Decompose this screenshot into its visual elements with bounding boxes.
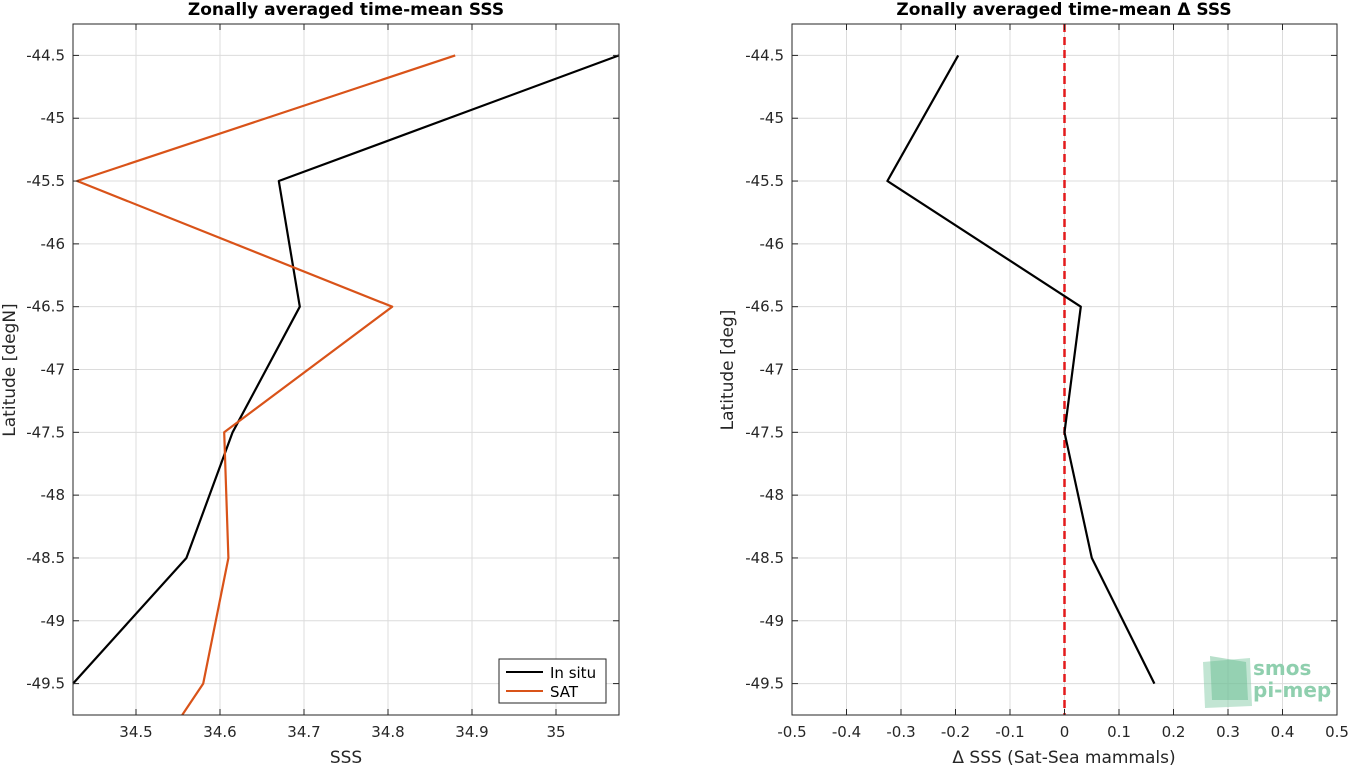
left-series-in-situ [72, 54, 620, 685]
right-ytick-label: -46.5 [745, 298, 784, 316]
logo-line2: pi-mep [1253, 678, 1331, 702]
right-lines [886, 24, 1156, 715]
left-axes: 34.5 34.6 34.7 34.8 34.9 35 -44.5 -45 -45.5 -46 -4… [0, 0, 620, 765]
left-xlabel: SSS [330, 748, 362, 765]
right-xtick-label: 0 [1060, 723, 1070, 741]
right-axes: -0.5 -0.4 -0.3 -0.2 -0.1 0 0.1 0.2 0.3 0.4 0.5 -44.… [718, 0, 1349, 765]
legend-label-sat: SAT [550, 683, 579, 701]
left-xtick-label: 34.5 [119, 723, 152, 741]
left-ytick-label: -44.5 [26, 46, 65, 64]
left-xtick-label: 34.9 [455, 723, 488, 741]
right-ytick-label: -45 [760, 109, 785, 127]
right-ytick-label: -48 [760, 486, 785, 504]
right-ticks: -0.5 -0.4 -0.3 -0.2 -0.1 0 0.1 0.2 0.3 0.4 0.5 -44.… [745, 24, 1349, 741]
left-ylabel: Latitude [degN] [0, 303, 20, 436]
right-xtick-label: -0.4 [832, 723, 861, 741]
legend: In situ SAT [498, 658, 607, 704]
left-ytick-label: -45 [41, 109, 66, 127]
right-ytick-label: -47 [760, 361, 785, 379]
left-title: Zonally averaged time-mean SSS [188, 0, 504, 20]
right-xlabel: Δ SSS (Sat-Sea mammals) [952, 748, 1175, 765]
left-ytick-label: -48 [41, 486, 66, 504]
left-ticks: 34.5 34.6 34.7 34.8 34.9 35 -44.5 -45 -45.5 -46 -4… [26, 24, 619, 741]
right-ytick-label: -48.5 [745, 549, 784, 567]
right-xtick-label: 0.2 [1162, 723, 1186, 741]
right-ytick-label: -45.5 [745, 172, 784, 190]
left-xtick-label: 34.7 [287, 723, 320, 741]
right-ytick-label: -44.5 [745, 46, 784, 64]
left-grid [73, 24, 619, 715]
smos-pi-mep-logo: smos pi-mep [1203, 656, 1331, 708]
right-ytick-label: -47.5 [745, 423, 784, 441]
logo-wave-icon [1203, 658, 1252, 708]
right-xtick-label: -0.1 [995, 723, 1024, 741]
logo-wave-icon-back [1210, 656, 1248, 700]
left-ytick-label: -46 [41, 235, 66, 253]
right-xtick-label: 0.3 [1216, 723, 1240, 741]
right-xtick-label: -0.2 [941, 723, 970, 741]
legend-box [498, 658, 607, 704]
left-ytick-label: -47.5 [26, 423, 65, 441]
left-ytick-label: -48.5 [26, 549, 65, 567]
right-xtick-label: 0.4 [1271, 723, 1295, 741]
right-xtick-label: 0.1 [1107, 723, 1131, 741]
right-ytick-label: -49 [760, 612, 785, 630]
right-xtick-label: -0.3 [886, 723, 915, 741]
right-ylabel: Latitude [deg] [718, 310, 738, 431]
right-ytick-label: -49.5 [745, 675, 784, 693]
left-xtick-label: 34.8 [371, 723, 404, 741]
left-ytick-label: -45.5 [26, 172, 65, 190]
left-xtick-label: 35 [546, 723, 565, 741]
right-ytick-label: -46 [760, 235, 785, 253]
legend-label-in-situ: In situ [550, 664, 596, 682]
right-series-series-0 [886, 54, 1156, 685]
left-xtick-label: 34.6 [203, 723, 236, 741]
left-ytick-label: -49 [41, 612, 66, 630]
right-title: Zonally averaged time-mean Δ SSS [896, 0, 1231, 20]
left-ytick-label: -47 [41, 361, 66, 379]
left-ytick-label: -46.5 [26, 298, 65, 316]
left-ytick-label: -49.5 [26, 675, 65, 693]
right-xtick-label: 0.5 [1325, 723, 1349, 741]
logo-line1: smos [1253, 656, 1311, 680]
right-xtick-label: -0.5 [777, 723, 806, 741]
